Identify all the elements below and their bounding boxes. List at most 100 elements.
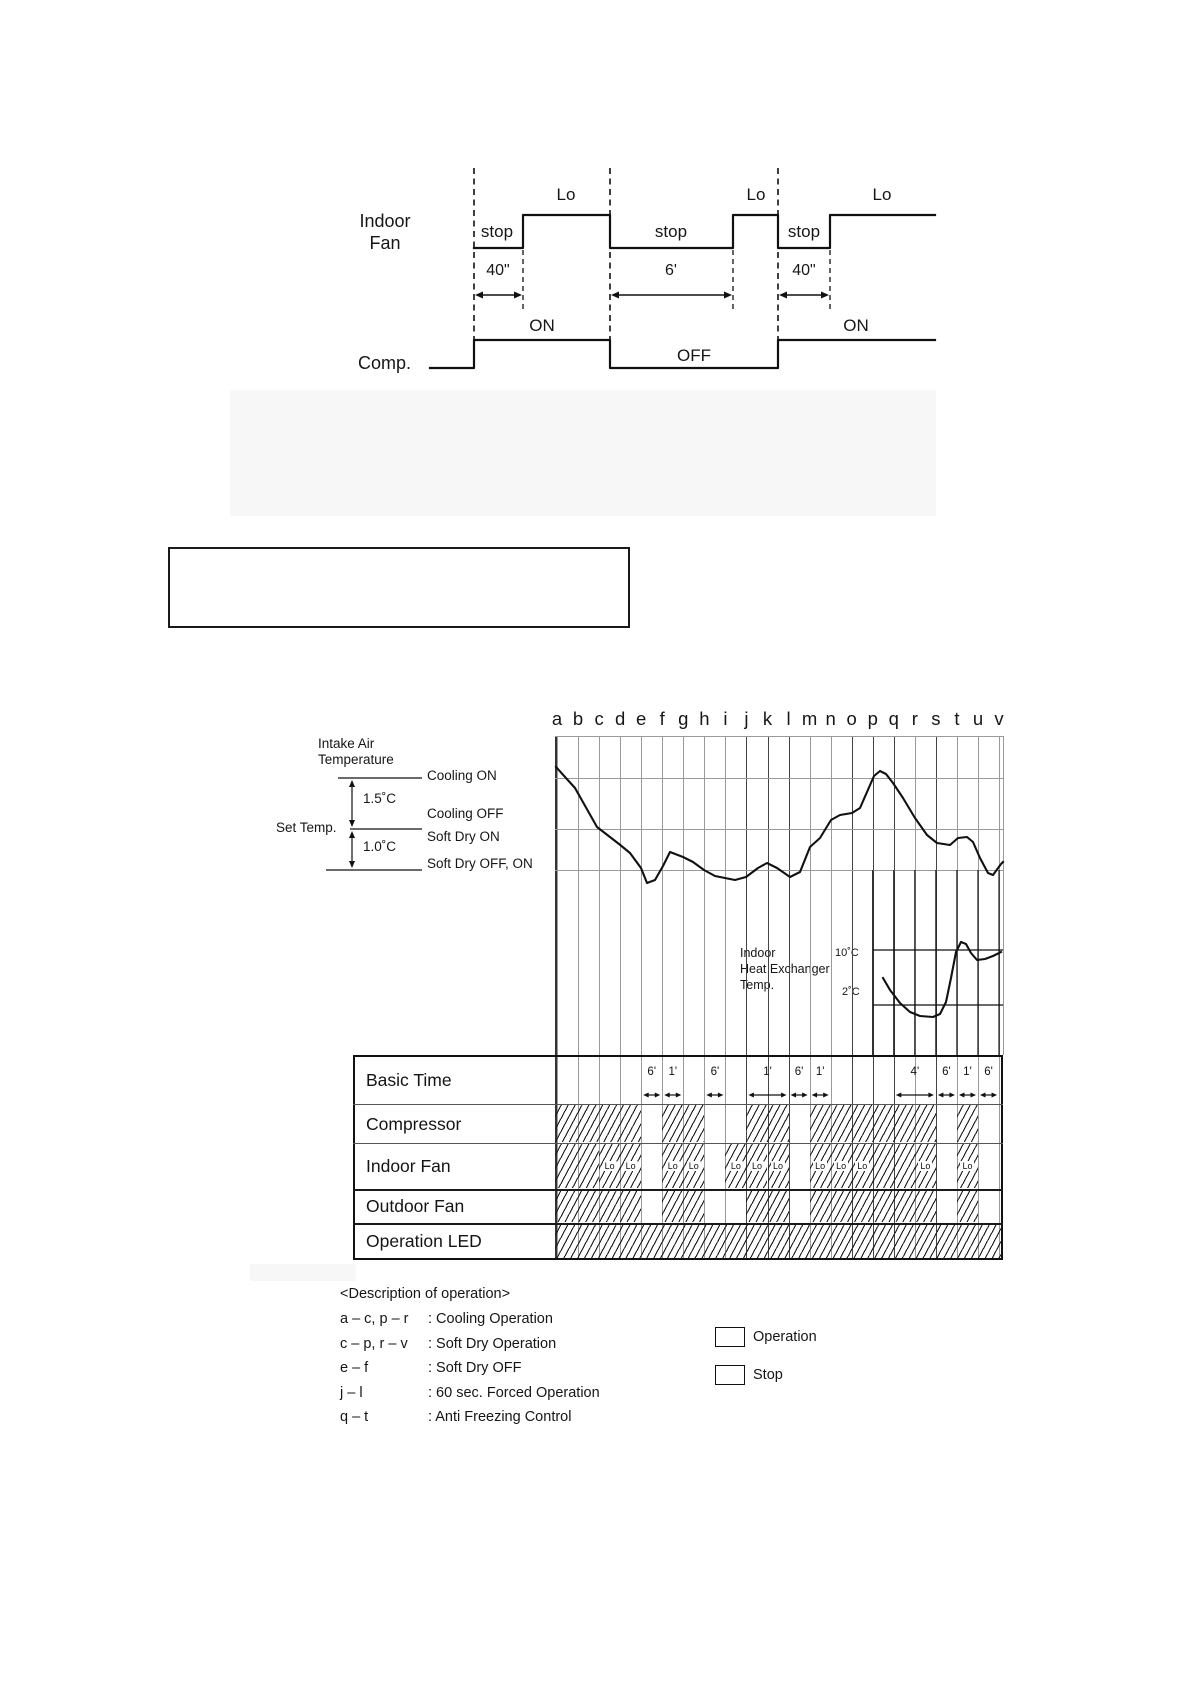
column-letter-h: h — [699, 708, 710, 729]
column-letter-p: p — [867, 708, 878, 729]
basic-time-label-3: 1' — [763, 1066, 772, 1078]
table-row-divider-3 — [353, 1223, 1003, 1225]
comp-hatch-0 — [555, 1105, 642, 1142]
description-text-3: : 60 sec. Forced Operation — [428, 1384, 600, 1401]
heat-exchanger-label: Indoor Heat Exchanger Temp. — [740, 945, 830, 993]
gridline-col-k — [767, 736, 769, 1258]
timing-label-on: ON — [843, 316, 869, 335]
timing-label-40: 40" — [486, 262, 510, 279]
gridline-h-1 — [555, 778, 1003, 779]
description-of-operation: <Description of operation> a – c, p – r:… — [340, 1286, 600, 1434]
description-text-0: : Cooling Operation — [428, 1311, 553, 1327]
set-temp-label: Set Temp. — [276, 820, 337, 835]
legend-operation-swatch — [715, 1327, 745, 1347]
scan-gray-band — [230, 390, 936, 516]
gridline-col-h — [704, 736, 706, 1258]
description-item-4: q – t: Anti Freezing Control — [340, 1409, 600, 1425]
column-letter-d: d — [614, 708, 626, 729]
heat-exchanger-2c-label: 2˚C — [842, 986, 860, 998]
heat-exchanger-line1: Indoor — [740, 946, 776, 960]
column-letter-e: e — [636, 708, 647, 729]
table-row-divider-2 — [353, 1189, 1003, 1191]
led-hatch-0 — [555, 1224, 1003, 1258]
description-range-1: c – p, r – v — [340, 1335, 408, 1352]
cooling-on-label: Cooling ON — [427, 768, 497, 783]
gridline-col-f — [662, 736, 664, 1258]
description-item-0: a – c, p – r : Cooling Operation — [340, 1311, 600, 1327]
basic-time-label-8: 1' — [963, 1066, 972, 1078]
lo-chip-j: Lo — [749, 1161, 764, 1171]
column-letter-q: q — [888, 708, 899, 729]
column-letter-m: m — [801, 708, 818, 729]
lo-chip-k: Lo — [771, 1161, 786, 1171]
timing-label-stop: stop — [787, 222, 821, 241]
table-row-divider-0 — [353, 1104, 1003, 1105]
scan-gray-band-small — [250, 1264, 356, 1281]
lo-chip-n: Lo — [834, 1161, 849, 1171]
column-letter-s: s — [931, 708, 941, 729]
description-range-3: j – l — [340, 1384, 363, 1401]
gridline-col-a — [557, 736, 558, 1258]
lo-chip-o: Lo — [855, 1161, 870, 1171]
legend-operation-label: Operation — [753, 1329, 817, 1345]
delta-1-5c-label: 1.5˚C — [363, 791, 397, 806]
gridline-col-l — [788, 736, 790, 1258]
out-hatch-3 — [809, 1190, 936, 1222]
column-letter-j: j — [744, 708, 749, 729]
soft-dry-off-on-label: Soft Dry OFF, ON — [427, 856, 533, 871]
gridline-col-m — [809, 736, 811, 1258]
column-letter-t: t — [954, 708, 960, 729]
description-text-1: : Soft Dry Operation — [428, 1335, 557, 1352]
timing-label-lo: Lo — [556, 185, 576, 204]
description-range-2: e – f — [340, 1360, 369, 1376]
column-letter-c: c — [594, 708, 604, 729]
lo-chip-d: Lo — [623, 1161, 638, 1171]
intake-air-line2: Temperature — [318, 752, 394, 767]
comp-hatch-3 — [809, 1105, 936, 1142]
gridline-col-o — [851, 736, 853, 1258]
gridline-col-c — [599, 736, 601, 1258]
timing-label-off: OFF — [677, 346, 711, 365]
description-text-2: : Soft Dry OFF — [428, 1360, 522, 1376]
basic-time-label-6: 4' — [910, 1066, 920, 1078]
timing-label-40: 40" — [792, 262, 816, 279]
gridline-col-b — [578, 736, 580, 1258]
basic-time-label-4: 6' — [794, 1066, 804, 1078]
column-letter-v: v — [994, 708, 1004, 729]
table-row-label-led: Operation LED — [366, 1231, 482, 1251]
column-letter-r: r — [911, 708, 918, 729]
delta-1-0c-label: 1.0˚C — [363, 839, 397, 854]
heat-exchanger-10c-label: 10˚C — [835, 947, 859, 959]
table-row-label-basic: Basic Time — [366, 1070, 452, 1090]
timing-label-lo: Lo — [872, 185, 892, 204]
basic-time-label-7: 6' — [942, 1066, 951, 1078]
table-row-label-fan: Indoor Fan — [366, 1156, 451, 1176]
table-row-label-out: Outdoor Fan — [366, 1196, 465, 1216]
description-range-0: a – c, p – r — [340, 1311, 409, 1327]
column-letter-o: o — [846, 708, 857, 729]
column-letter-l: l — [786, 708, 791, 729]
description-item-3: j – l : 60 sec. Forced Operation — [340, 1385, 600, 1401]
empty-note-box — [168, 547, 630, 628]
basic-time-label-2: 6' — [710, 1066, 720, 1078]
table-row-label-comp: Compressor — [366, 1113, 462, 1134]
gridline-h-0 — [555, 736, 1003, 737]
legend-stop-swatch — [715, 1365, 745, 1385]
gridline-col-i — [725, 736, 727, 1258]
lo-chip-i: Lo — [728, 1161, 743, 1171]
lo-chip-m: Lo — [813, 1161, 828, 1171]
comp-axis-label: Comp. — [358, 353, 412, 373]
basic-time-label-0: 6' — [647, 1066, 657, 1078]
out-hatch-1 — [662, 1190, 705, 1222]
out-hatch-4 — [956, 1190, 978, 1222]
lo-chip-g: Lo — [686, 1161, 701, 1171]
description-text-4: : Anti Freezing Control — [428, 1409, 572, 1425]
fan-solid-1 — [872, 1144, 915, 1188]
column-letter-g: g — [678, 708, 689, 729]
column-letter-k: k — [762, 708, 773, 729]
gridline-col-e — [641, 736, 643, 1258]
chart-left-edge — [555, 736, 557, 1258]
timing-label-on: ON — [529, 316, 555, 335]
cooling-off-label: Cooling OFF — [427, 806, 504, 821]
